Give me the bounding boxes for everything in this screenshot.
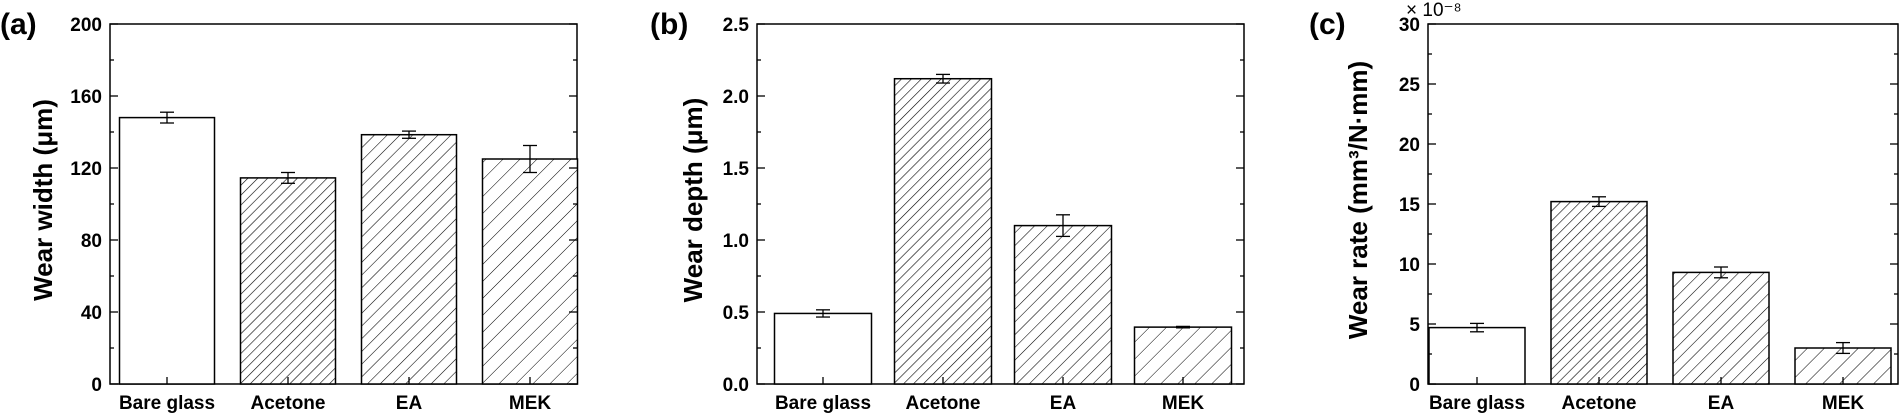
y-axis-title: Wear width (μm) (28, 99, 58, 301)
y-tick-label: 5 (1409, 315, 1420, 336)
error-bar (1056, 214, 1070, 238)
error-bar (160, 111, 174, 124)
y-tick-label: 20 (1399, 135, 1420, 156)
error-bar (1714, 266, 1728, 279)
x-tick-label: MEK (509, 393, 552, 414)
y-tick-label: 2.0 (723, 87, 749, 108)
bar-ea (1013, 224, 1113, 385)
bar-bare-glass (1428, 326, 1526, 385)
error-bar (402, 130, 416, 139)
x-tick-label: Bare glass (775, 393, 871, 414)
x-tick-label: EA (396, 393, 423, 414)
bar-ea (1672, 271, 1770, 385)
y-tick-label: 120 (70, 159, 102, 180)
bar-acetone (239, 177, 337, 385)
y-tick-label: 200 (70, 15, 102, 36)
bar-bare-glass (118, 116, 216, 385)
panel-label: (b) (650, 8, 688, 41)
bar-mek (481, 158, 579, 385)
error-bar (281, 171, 295, 184)
x-tick-label: MEK (1162, 393, 1205, 414)
x-tick-label: Acetone (906, 393, 981, 414)
y-tick-label: 0 (1409, 375, 1420, 396)
chart-panel-b: (b) Wear depth (μm) 0.0 0.5 1.0 1.5 2.0 2.5 B… (650, 8, 1245, 414)
error-bar (1836, 341, 1850, 355)
bar-mek (1133, 326, 1233, 385)
y-axis-exponent: × 10⁻⁸ (1406, 0, 1462, 21)
y-tick-label: 10 (1399, 255, 1420, 276)
panel-label: (a) (0, 8, 37, 41)
bar-bare-glass (773, 312, 873, 385)
y-tick-label: 1.0 (723, 231, 749, 252)
x-tick-label: Bare glass (1429, 393, 1525, 414)
bar-acetone (893, 77, 993, 385)
bar-ea (360, 133, 458, 385)
error-bar (816, 309, 830, 318)
y-tick-label: 0.5 (723, 303, 750, 324)
y-axis-title: Wear rate (mm³/N·mm) (1343, 61, 1373, 339)
error-bar (523, 144, 537, 174)
y-tick-label: 25 (1399, 75, 1421, 96)
bar-acetone (1550, 200, 1648, 385)
error-bar (936, 73, 950, 84)
y-tick-label: 80 (81, 231, 102, 252)
y-tick-label: 160 (70, 87, 102, 108)
x-tick-label: EA (1050, 393, 1077, 414)
y-tick-label: 15 (1399, 195, 1421, 216)
x-tick-label: Bare glass (119, 393, 215, 414)
panel-label: (c) (1309, 8, 1346, 41)
error-bar (1592, 196, 1606, 208)
x-tick-label: Acetone (1562, 393, 1637, 414)
x-tick-label: Acetone (251, 393, 326, 414)
y-tick-label: 0 (91, 375, 102, 396)
error-bar (1176, 325, 1190, 329)
y-tick-label: 2.5 (723, 15, 750, 36)
y-tick-label: 0.0 (723, 375, 749, 396)
x-tick-label: EA (1708, 393, 1735, 414)
error-bar (1470, 322, 1484, 333)
y-axis-title: Wear depth (μm) (678, 98, 708, 303)
y-tick-label: 1.5 (723, 159, 750, 180)
chart-panel-a: (a) Wear width (μm) 0 40 80 120 160 200 Bare … (0, 8, 579, 414)
y-tick-label: 30 (1399, 15, 1420, 36)
x-tick-label: MEK (1822, 393, 1865, 414)
chart-panel-c: (c) Wear rate (mm³/N·mm) × 10⁻⁸ 0 5 10 15 20… (1309, 0, 1899, 414)
y-tick-label: 40 (81, 303, 102, 324)
